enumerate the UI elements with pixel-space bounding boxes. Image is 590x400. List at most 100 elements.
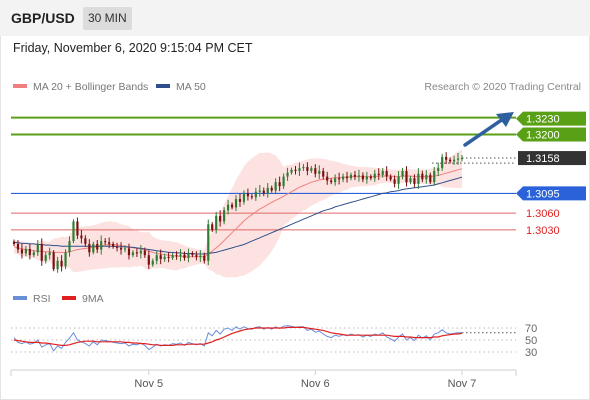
candle-body bbox=[72, 221, 75, 242]
candle-body bbox=[123, 248, 127, 250]
last-price-label-box bbox=[518, 151, 586, 166]
candle-body bbox=[401, 170, 404, 177]
candle-body bbox=[258, 190, 261, 192]
candle-body bbox=[357, 175, 361, 177]
candle-body bbox=[298, 168, 301, 171]
candle-body bbox=[322, 170, 325, 177]
candle-body bbox=[353, 174, 357, 177]
candle-body bbox=[223, 210, 226, 222]
candle-body bbox=[334, 178, 337, 183]
level-label-support: 1.3060 bbox=[526, 208, 560, 220]
candle-body bbox=[460, 158, 464, 160]
candle-body bbox=[203, 255, 206, 261]
candle-body bbox=[199, 255, 202, 257]
candle-body bbox=[112, 243, 115, 247]
candle-body bbox=[250, 196, 253, 198]
candle-body bbox=[84, 238, 87, 244]
candle-body bbox=[40, 243, 43, 261]
ma20-legend-swatch bbox=[13, 84, 27, 88]
candle-body bbox=[60, 260, 63, 267]
candle-body bbox=[262, 190, 265, 194]
ma9-legend-label: 9MA bbox=[82, 293, 104, 305]
candle-body bbox=[28, 248, 31, 256]
candle-body bbox=[377, 173, 380, 175]
candle-body bbox=[330, 180, 333, 183]
candle-body bbox=[278, 182, 281, 187]
candle-body bbox=[131, 252, 135, 256]
level-label-box-resistance bbox=[516, 127, 586, 142]
currency-pair-title: GBP/USD bbox=[11, 10, 75, 26]
level-label-last: 1.3158 bbox=[526, 153, 560, 165]
candle-body bbox=[452, 159, 456, 162]
rsi-tick-label: 70 bbox=[525, 323, 537, 335]
candle-body bbox=[393, 179, 396, 184]
candle-body bbox=[191, 253, 194, 256]
candle-body bbox=[195, 255, 198, 257]
candle-body bbox=[64, 252, 67, 267]
candle-body bbox=[147, 255, 150, 265]
candle-body bbox=[314, 168, 317, 174]
candle-body bbox=[108, 242, 111, 244]
candle-body bbox=[143, 250, 146, 256]
candle-body bbox=[310, 168, 313, 171]
x-tick-label: Nov 7 bbox=[448, 378, 477, 390]
candle-body bbox=[179, 254, 182, 257]
candle-body bbox=[32, 252, 35, 256]
candle-body bbox=[373, 173, 376, 179]
research-credit: Research © 2020 Trading Central bbox=[424, 81, 581, 93]
candle-body bbox=[385, 170, 388, 177]
candle-body bbox=[24, 248, 27, 254]
candle-body bbox=[226, 204, 230, 211]
candle-body bbox=[44, 255, 47, 261]
candle-body bbox=[215, 215, 218, 230]
rsi-tick-label: 50 bbox=[525, 335, 537, 347]
candle-body bbox=[119, 247, 123, 250]
candle-body bbox=[207, 224, 210, 261]
level-label-resistance: 1.3200 bbox=[526, 129, 560, 141]
forecast-arrow-icon bbox=[463, 117, 505, 147]
candle-body bbox=[238, 199, 242, 202]
rsi-tick-label: 30 bbox=[525, 347, 537, 359]
candle-body bbox=[421, 173, 424, 180]
level-label-resistance: 1.3230 bbox=[526, 114, 560, 126]
x-tick-label: Nov 6 bbox=[301, 378, 330, 390]
level-label-box-pivot bbox=[516, 186, 586, 201]
candle-body bbox=[270, 187, 273, 191]
ma9-legend-swatch bbox=[62, 296, 76, 300]
candle-body bbox=[437, 168, 440, 171]
candle-body bbox=[20, 249, 24, 254]
level-label-box-resistance bbox=[516, 111, 586, 126]
ma20-legend-label: MA 20 + Bollinger Bands bbox=[33, 81, 148, 93]
candle-body bbox=[441, 156, 444, 169]
ma50-legend-label: MA 50 bbox=[176, 81, 206, 93]
candle-body bbox=[341, 176, 345, 180]
rsi-legend-label: RSI bbox=[33, 293, 51, 305]
candle-body bbox=[349, 174, 353, 179]
candle-body bbox=[139, 250, 142, 254]
candle-body bbox=[100, 241, 103, 250]
candle-body bbox=[211, 224, 214, 230]
timeframe-badge[interactable]: 30 MIN bbox=[83, 7, 132, 30]
candle-body bbox=[171, 255, 174, 258]
candle-body bbox=[429, 174, 432, 183]
candle-body bbox=[163, 256, 166, 260]
x-tick-label: Nov 5 bbox=[134, 378, 163, 390]
candle-body bbox=[286, 172, 289, 177]
candle-body bbox=[52, 252, 55, 270]
candle-body bbox=[449, 159, 452, 162]
candle-body bbox=[433, 170, 436, 183]
candle-body bbox=[104, 241, 107, 243]
candle-body bbox=[187, 253, 190, 258]
candle-body bbox=[381, 170, 384, 175]
candle-body bbox=[175, 255, 178, 257]
candle-body bbox=[445, 156, 448, 160]
candle-body bbox=[36, 243, 39, 253]
candle-body bbox=[242, 193, 246, 202]
candle-body bbox=[88, 243, 91, 253]
candle-body bbox=[326, 176, 329, 181]
candle-body bbox=[282, 176, 285, 187]
candle-body bbox=[425, 174, 428, 180]
candle-body bbox=[12, 241, 16, 244]
candle-body bbox=[56, 260, 59, 270]
